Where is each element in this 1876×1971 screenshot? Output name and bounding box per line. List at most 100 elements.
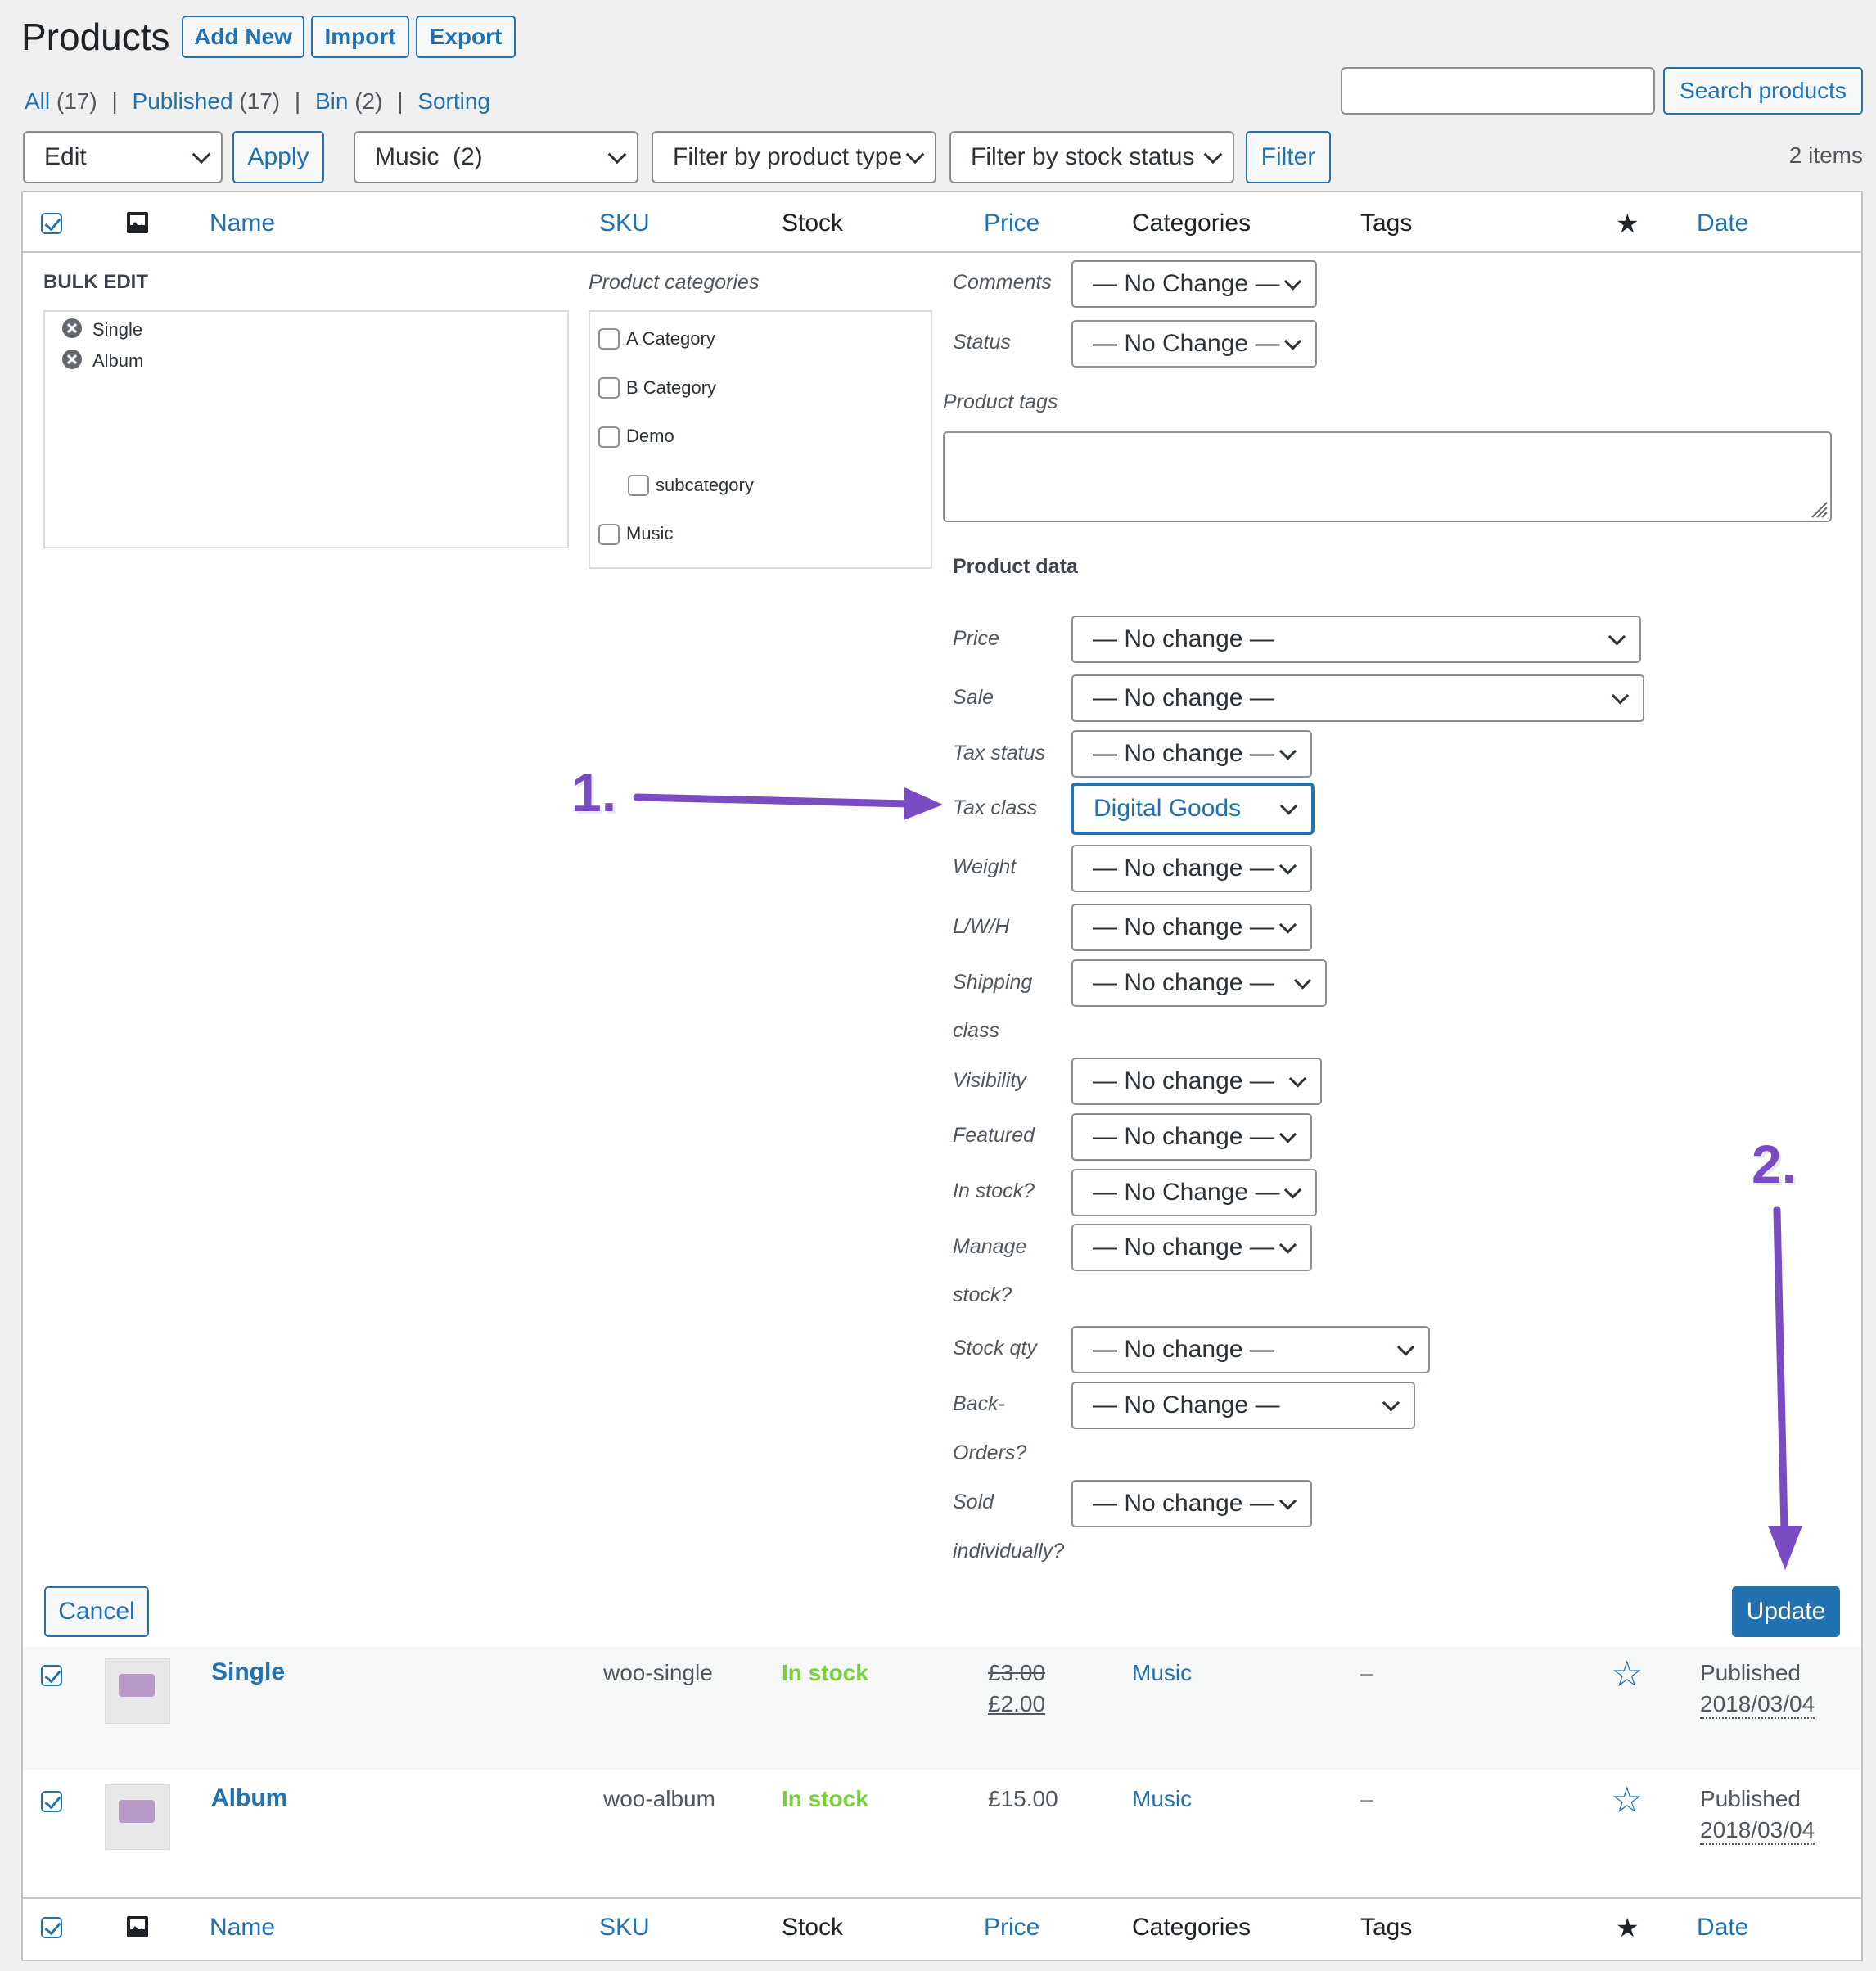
chevron-down-icon xyxy=(1611,687,1630,705)
column-name-footer[interactable]: Name xyxy=(210,1914,276,1941)
filter-button[interactable]: Filter xyxy=(1246,131,1331,183)
column-price-header[interactable]: Price xyxy=(984,210,1040,237)
apply-button[interactable]: Apply xyxy=(232,131,324,183)
in-stock-select-value: — No Change — xyxy=(1093,1179,1280,1206)
sold-individually-select[interactable]: — No change — xyxy=(1071,1480,1312,1527)
product-name-link[interactable]: Single xyxy=(211,1658,286,1685)
product-category-link[interactable]: Music xyxy=(1132,1786,1193,1811)
shipping-class-label-2: class xyxy=(953,1019,999,1042)
column-price-footer[interactable]: Price xyxy=(984,1914,1040,1941)
featured-star-icon[interactable]: ★ xyxy=(1616,209,1639,238)
remove-item-icon[interactable] xyxy=(61,318,83,339)
tax-class-select[interactable]: Digital Goods xyxy=(1071,783,1314,834)
shipping-class-select[interactable]: — No change — xyxy=(1071,959,1327,1007)
featured-star-outline-icon[interactable]: ☆ xyxy=(1611,1780,1644,1820)
category-filter-value: Music (2) xyxy=(375,143,483,170)
chevron-down-icon xyxy=(1278,742,1297,760)
category-filter-select[interactable]: Music (2) xyxy=(354,131,638,183)
stock-qty-select-value: — No change — xyxy=(1093,1336,1274,1363)
stock-status-filter-value: Filter by stock status xyxy=(971,143,1195,170)
column-name-header[interactable]: Name xyxy=(210,210,276,237)
view-published-link[interactable]: Published xyxy=(132,88,233,114)
column-categories-footer: Categories xyxy=(1132,1914,1251,1941)
view-bin-count: (2) xyxy=(354,88,383,114)
items-count: 2 items xyxy=(1788,142,1863,168)
stock-qty-select[interactable]: — No change — xyxy=(1071,1326,1430,1373)
select-all-checkbox[interactable] xyxy=(41,213,62,234)
product-data-heading: Product data xyxy=(953,555,1078,578)
dimensions-select-value: — No change — xyxy=(1093,913,1274,940)
stock-status-filter-select[interactable]: Filter by stock status xyxy=(949,131,1234,183)
header-divider xyxy=(23,251,1861,253)
product-thumbnail[interactable] xyxy=(105,1784,170,1850)
product-type-filter-select[interactable]: Filter by product type xyxy=(652,131,936,183)
status-select-value: — No Change — xyxy=(1093,330,1280,357)
price-select[interactable]: — No change — xyxy=(1071,616,1641,663)
row-checkbox[interactable] xyxy=(41,1791,62,1812)
chevron-down-icon xyxy=(1278,1236,1297,1254)
column-date-header[interactable]: Date xyxy=(1697,210,1749,237)
publish-date: 2018/03/04 xyxy=(1700,1817,1815,1845)
chevron-down-icon xyxy=(1283,1181,1302,1199)
featured-select[interactable]: — No change — xyxy=(1071,1113,1312,1161)
chevron-down-icon xyxy=(1396,1338,1415,1356)
search-input[interactable] xyxy=(1341,67,1655,115)
product-tags-textarea[interactable] xyxy=(943,431,1832,522)
subsubsub-views: All (17) | Published (17) | Bin (2) | So… xyxy=(25,88,490,115)
weight-label: Weight xyxy=(953,855,1017,878)
row-checkbox[interactable] xyxy=(41,1665,62,1686)
remove-item-icon[interactable] xyxy=(61,349,83,370)
column-categories-header: Categories xyxy=(1132,210,1251,237)
stock-qty-label: Stock qty xyxy=(953,1337,1037,1360)
view-all-link[interactable]: All xyxy=(25,88,51,114)
tax-status-select[interactable]: — No change — xyxy=(1071,730,1312,778)
category-checkbox[interactable] xyxy=(598,328,620,350)
bulk-edit-items-box xyxy=(43,310,569,548)
tax-status-label: Tax status xyxy=(953,742,1046,764)
featured-select-value: — No change — xyxy=(1093,1123,1274,1150)
sale-select[interactable]: — No change — xyxy=(1071,674,1644,722)
export-button[interactable]: Export xyxy=(416,16,516,58)
featured-star-icon[interactable]: ★ xyxy=(1616,1913,1639,1942)
category-checkbox[interactable] xyxy=(598,426,620,448)
import-button[interactable]: Import xyxy=(311,16,409,58)
column-sku-footer[interactable]: SKU xyxy=(599,1914,650,1941)
chevron-down-icon xyxy=(1203,145,1223,165)
featured-star-outline-icon[interactable]: ☆ xyxy=(1611,1654,1644,1694)
chevron-down-icon xyxy=(1283,273,1302,291)
backorders-select[interactable]: — No Change — xyxy=(1071,1382,1415,1429)
view-bin-link[interactable]: Bin xyxy=(314,88,349,114)
product-name-link[interactable]: Album xyxy=(211,1784,288,1811)
regular-price: £15.00 xyxy=(988,1786,1058,1811)
add-new-button[interactable]: Add New xyxy=(182,16,304,58)
dimensions-select[interactable]: — No change — xyxy=(1071,904,1312,951)
dimensions-label: L/W/H xyxy=(953,915,1010,938)
status-select[interactable]: — No Change — xyxy=(1071,320,1317,368)
product-category-link[interactable]: Music xyxy=(1132,1660,1193,1685)
column-date-footer[interactable]: Date xyxy=(1697,1914,1749,1941)
category-checkbox[interactable] xyxy=(628,475,649,496)
view-sorting-link[interactable]: Sorting xyxy=(417,88,490,114)
bulk-action-select[interactable]: Edit xyxy=(23,131,223,183)
manage-stock-label: Manage xyxy=(953,1235,1027,1258)
weight-select[interactable]: — No change — xyxy=(1071,845,1312,892)
manage-stock-select-value: — No change — xyxy=(1093,1234,1274,1261)
sale-price: £2.00 xyxy=(988,1691,1046,1716)
visibility-select[interactable]: — No change — xyxy=(1071,1058,1322,1105)
cancel-button[interactable]: Cancel xyxy=(44,1586,149,1637)
category-checkbox[interactable] xyxy=(598,524,620,545)
manage-stock-select[interactable]: — No change — xyxy=(1071,1224,1312,1271)
annotation-arrow-2 xyxy=(1768,1206,1802,1570)
product-thumbnail[interactable] xyxy=(105,1658,170,1724)
search-products-button[interactable]: Search products xyxy=(1663,67,1863,115)
resize-handle-icon[interactable] xyxy=(1809,499,1829,519)
category-checkbox[interactable] xyxy=(598,377,620,399)
update-button[interactable]: Update xyxy=(1732,1586,1840,1637)
view-published-count: (17) xyxy=(239,88,281,114)
chevron-down-icon xyxy=(1283,332,1302,350)
column-sku-header[interactable]: SKU xyxy=(599,210,650,237)
publish-status: Published xyxy=(1700,1660,1801,1685)
comments-select[interactable]: — No Change — xyxy=(1071,260,1317,308)
select-all-checkbox-footer[interactable] xyxy=(41,1917,62,1938)
in-stock-select[interactable]: — No Change — xyxy=(1071,1169,1317,1216)
